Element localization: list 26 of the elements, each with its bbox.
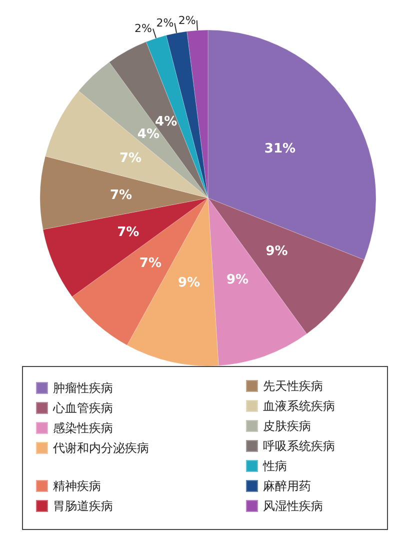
data-label: 9%: [178, 275, 200, 290]
legend-label: 风湿性疾病: [263, 499, 323, 513]
legend-label: 皮肤疾病: [263, 419, 311, 433]
data-label: 7%: [119, 151, 142, 166]
data-label: 2%: [178, 14, 196, 27]
legend-label: 胃肠道疾病: [53, 499, 113, 513]
data-label: 2%: [134, 22, 152, 36]
data-label: 7%: [139, 256, 162, 271]
legend-label: 呼吸系统疾病: [263, 439, 335, 453]
data-label: 9%: [266, 244, 288, 259]
data-label: 7%: [110, 188, 132, 203]
legend-label: 性病: [262, 459, 287, 473]
legend-label: 先天性疾病: [263, 379, 323, 393]
legend-label: 肿瘤性疾病: [53, 381, 113, 395]
legend-label: 感染性疾病: [53, 421, 113, 435]
data-label: 4%: [155, 114, 178, 130]
legend-label: 精神疾病: [53, 479, 101, 493]
data-label: 4%: [137, 127, 160, 142]
legend-label: 代谢和内分泌疾病: [52, 441, 149, 455]
legend-label: 血液系统疾病: [263, 399, 335, 413]
data-label: 2%: [156, 16, 174, 30]
data-label: 7%: [117, 225, 140, 240]
legend-label: 心血管疾病: [52, 401, 113, 415]
legend-label: 麻醉用药: [263, 479, 311, 493]
data-label: 31%: [264, 142, 296, 157]
data-label: 9%: [226, 272, 249, 288]
